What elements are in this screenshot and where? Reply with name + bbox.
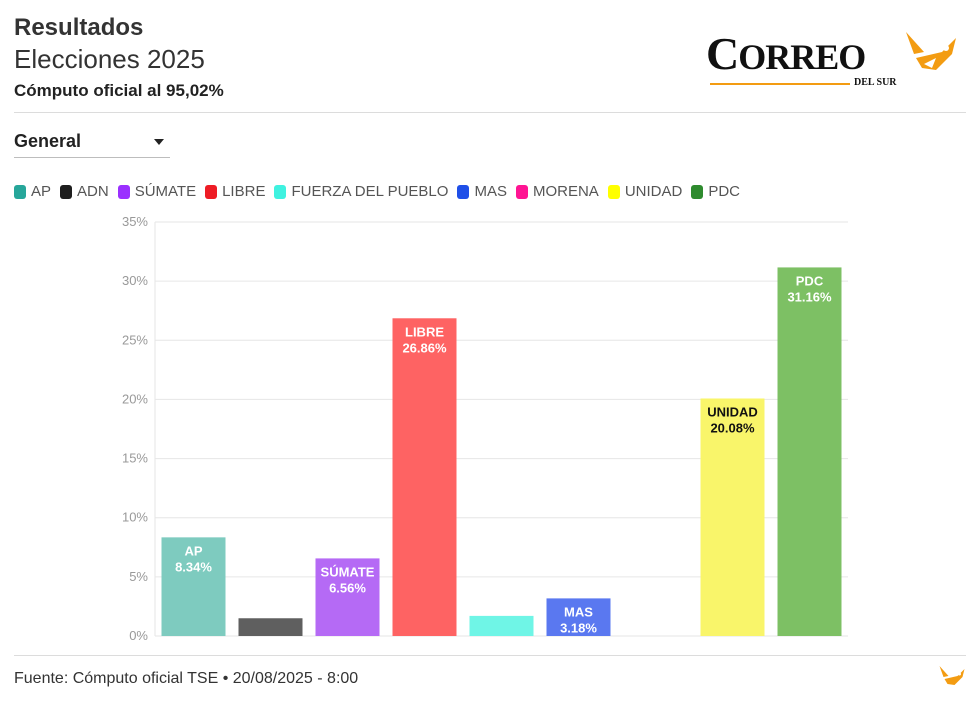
legend-item-1[interactable]: ADN [60,183,109,200]
legend-item-3[interactable]: LIBRE [205,183,265,200]
bar-4 [469,615,534,636]
data-label-value: 8.34% [175,559,212,574]
data-label-value: 3.18% [560,620,597,635]
data-label-name: SÚMATE [321,564,375,579]
bird-small-icon [939,666,965,685]
data-label-name: AP [184,543,202,558]
legend-item-2[interactable]: SÚMATE [117,183,197,200]
legend-item-0[interactable]: AP [14,183,51,200]
legend-item-5[interactable]: MAS [457,183,507,200]
legend-label: FUERZA DEL PUEBLO [291,183,449,200]
y-tick-label: 35% [122,214,148,229]
y-tick-label: 30% [122,273,148,288]
logo-underline [710,83,850,85]
bar-chart: 0% 5% 10% 15% 20% 25% 30% 35% AP8.34% SÚMATE6.56%… [122,214,848,643]
y-tick-label: 10% [122,510,148,525]
legend-swatch [607,184,620,199]
bar-1 [238,618,303,636]
bar-3 [392,318,457,636]
chart-title: Resultados [14,14,144,41]
category-dropdown[interactable]: General [14,127,170,158]
correo-del-sur-logo: CORREO DEL SUR [706,28,964,90]
legend-swatch [14,184,26,199]
data-label-value: 6.56% [329,580,366,595]
chart-legend: AP ADN SÚMATE LIBRE FUERZA DEL PUEBLO MAS MORE… [14,183,749,200]
legend-swatch [515,184,528,199]
logo-wordmark: CORREO [706,28,866,79]
legend-swatch [60,184,73,199]
legend-label: MAS [474,183,507,200]
header-divider [14,112,966,113]
legend-swatch [205,184,218,199]
data-label-name: UNIDAD [707,404,758,419]
legend-item-6[interactable]: MORENA [515,183,599,200]
data-label-value: 31.16% [787,289,832,304]
y-tick-label: 15% [122,451,148,466]
y-tick-label: 0% [129,628,148,643]
data-label-name: LIBRE [405,324,444,339]
source-note: Fuente: Cómputo oficial TSE • 20/08/2025… [14,670,359,687]
legend-swatch [117,184,130,199]
legend-label: AP [31,183,52,200]
bird-logo-icon [906,32,956,70]
legend-swatch [457,184,470,199]
legend-swatch [691,184,704,199]
footer-divider [14,655,966,656]
bar-2 [315,558,380,636]
legend-label: PDC [708,183,740,200]
bar-5 [546,598,611,636]
dropdown-selected: General [14,131,82,151]
data-label-name: MAS [564,604,593,619]
legend-item-7[interactable]: UNIDAD [607,183,683,200]
legend-item-4[interactable]: FUERZA DEL PUEBLO [274,183,448,200]
logo-subtext: DEL SUR [854,77,897,88]
y-tick-label: 5% [129,569,148,584]
bar-8 [777,267,842,636]
data-label-name: PDC [796,273,824,288]
count-note: Cómputo oficial al 95,02% [14,81,224,100]
legend-label: LIBRE [222,183,266,200]
legend-label: MORENA [532,183,599,200]
data-label-value: 20.08% [710,420,755,435]
caret-down-icon [154,139,164,145]
y-tick-label: 20% [122,391,148,406]
chart-subtitle: Elecciones 2025 [14,44,205,74]
legend-swatch [274,184,287,199]
bar-0 [161,537,226,636]
y-tick-label: 25% [122,332,148,347]
data-label-value: 26.86% [402,340,447,355]
legend-label: ADN [77,183,109,200]
legend-label: UNIDAD [624,183,683,200]
legend-item-8[interactable]: PDC [691,183,740,200]
bar-7 [700,398,765,636]
legend-label: SÚMATE [134,183,197,200]
